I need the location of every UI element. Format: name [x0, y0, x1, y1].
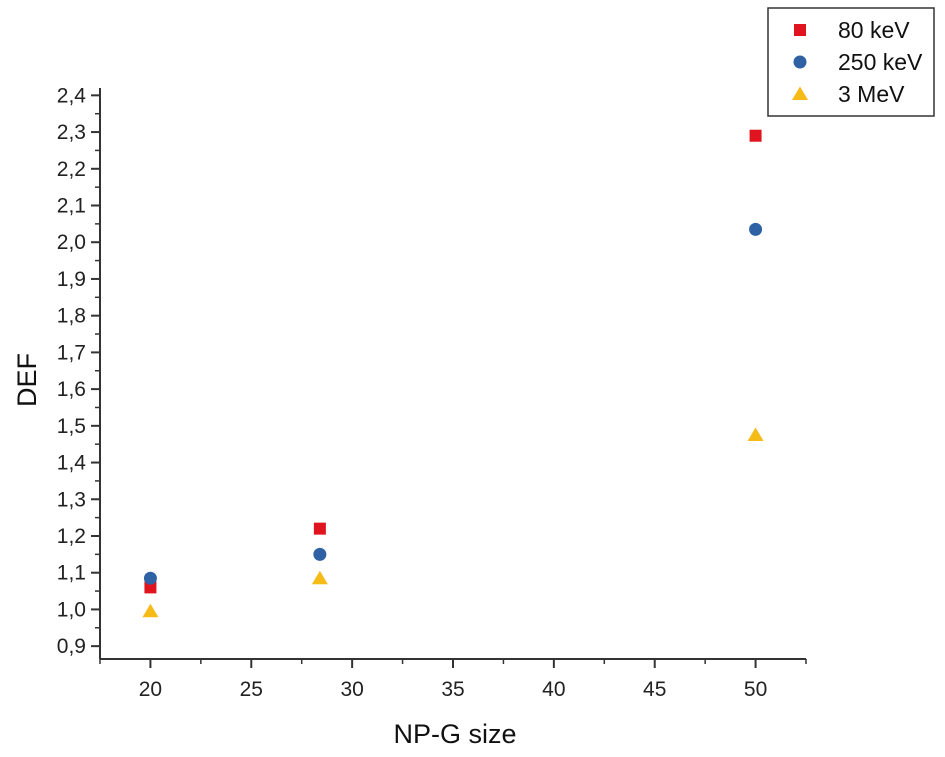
y-tick-label: 2,3 — [57, 121, 86, 144]
y-tick-label: 2,1 — [57, 195, 86, 218]
data-point-circle — [313, 547, 327, 561]
x-ticks: 20 25 30 35 40 45 50 — [99, 659, 807, 701]
x-tick-label: 45 — [643, 678, 666, 701]
y-tick-label: 1,8 — [57, 305, 86, 328]
y-tick-label: 1,2 — [57, 525, 86, 548]
x-axis-title: NP-G size — [393, 719, 516, 749]
y-tick-label: 1,1 — [57, 562, 86, 585]
x-tick-label: 40 — [542, 678, 565, 701]
legend-marker-triangle — [792, 86, 808, 100]
y-tick-label: 1,0 — [57, 598, 86, 621]
data-point-circle — [749, 222, 763, 236]
x-tick-label: 25 — [240, 678, 263, 701]
legend-items: 80 keV 250 keV 3 MeV — [792, 17, 923, 107]
legend-marker-circle — [793, 55, 807, 69]
y-tick-label: 2,0 — [57, 231, 86, 254]
y-tick-label: 1,4 — [57, 452, 87, 475]
legend-label: 250 keV — [838, 49, 923, 75]
x-tick-label: 35 — [441, 678, 464, 701]
y-tick-label: 1,3 — [57, 488, 86, 511]
legend: 80 keV 250 keV 3 MeV — [767, 7, 935, 117]
y-ticks: 0,9 1,0 1,1 1,2 1,3 1,4 1,5 1,6 1,7 1,8 1,9 2,0 2,1 2… — [57, 84, 100, 658]
data-point-triangle — [747, 427, 764, 442]
y-tick-label: 2,2 — [57, 158, 86, 181]
y-tick-label: 1,5 — [57, 415, 86, 438]
data-point-square — [749, 129, 762, 142]
data-point-square — [144, 581, 157, 594]
legend-label: 80 keV — [838, 17, 910, 43]
x-tick-label: 50 — [744, 678, 767, 701]
y-tick-label: 1,7 — [57, 341, 86, 364]
data-point-triangle — [142, 603, 159, 618]
legend-marker-square — [794, 24, 806, 36]
data-point-square — [313, 522, 326, 535]
data-point-circle — [143, 571, 157, 585]
y-tick-label: 1,9 — [57, 268, 86, 291]
y-tick-label: 0,9 — [57, 635, 86, 658]
legend-label: 3 MeV — [838, 81, 905, 107]
y-tick-label: 1,6 — [57, 378, 86, 401]
data-point-triangle — [311, 570, 328, 585]
y-axis-title: DEF — [12, 353, 42, 407]
y-tick-label: 2,4 — [57, 84, 87, 107]
data-markers — [142, 129, 764, 618]
x-tick-label: 20 — [139, 678, 162, 701]
x-tick-label: 30 — [340, 678, 363, 701]
axes: 20 25 30 35 40 45 50 0,9 1,0 1,1 1,2 1,3 1,4 1,5 1,6 1… — [57, 84, 807, 701]
